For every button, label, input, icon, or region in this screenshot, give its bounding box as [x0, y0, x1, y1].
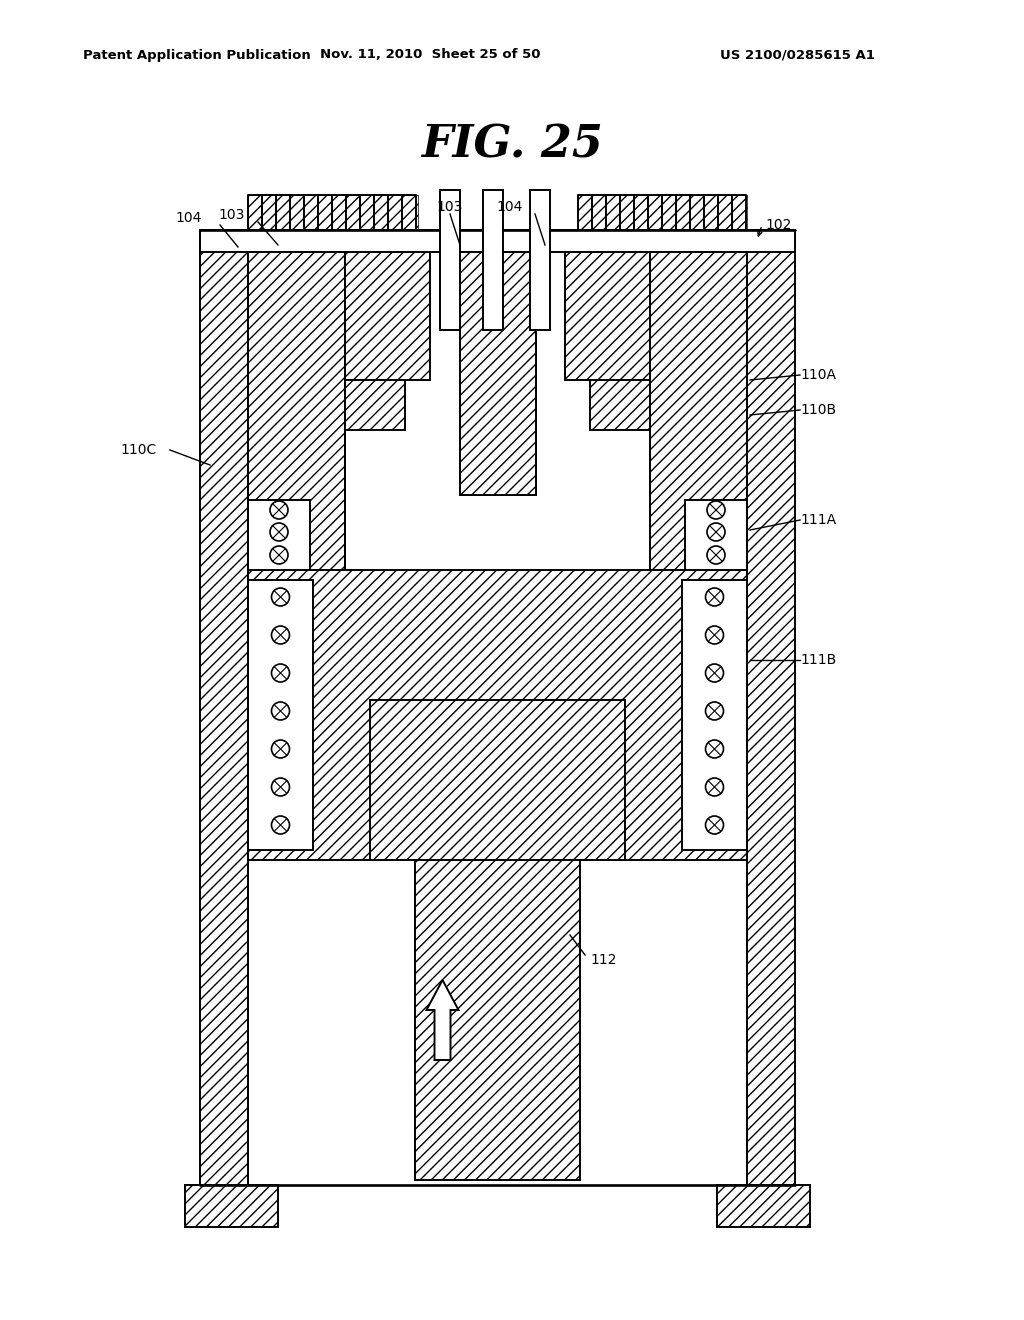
- Circle shape: [706, 626, 724, 644]
- Polygon shape: [248, 579, 313, 850]
- Polygon shape: [439, 190, 460, 330]
- Polygon shape: [200, 230, 795, 252]
- Polygon shape: [248, 252, 345, 570]
- FancyArrow shape: [427, 979, 459, 1060]
- Circle shape: [271, 777, 290, 796]
- Text: 103: 103: [437, 201, 463, 214]
- Circle shape: [706, 702, 724, 719]
- Text: US 2100/0285615 A1: US 2100/0285615 A1: [720, 49, 874, 62]
- Circle shape: [271, 664, 290, 682]
- Circle shape: [706, 777, 724, 796]
- Circle shape: [270, 546, 288, 564]
- Circle shape: [271, 587, 290, 606]
- Polygon shape: [185, 1185, 278, 1228]
- Text: 111A: 111A: [800, 513, 837, 527]
- Text: 110A: 110A: [800, 368, 836, 381]
- Polygon shape: [415, 861, 580, 1180]
- Text: 111B: 111B: [800, 653, 837, 667]
- Circle shape: [271, 626, 290, 644]
- Text: Patent Application Publication: Patent Application Publication: [83, 49, 310, 62]
- Polygon shape: [345, 252, 430, 380]
- Text: 103: 103: [218, 209, 245, 222]
- Polygon shape: [200, 230, 248, 1185]
- Text: FIG. 25: FIG. 25: [421, 124, 603, 166]
- Polygon shape: [370, 700, 625, 861]
- Polygon shape: [345, 380, 406, 430]
- Text: 104: 104: [497, 201, 523, 214]
- Circle shape: [707, 546, 725, 564]
- Circle shape: [706, 816, 724, 834]
- Text: 110C: 110C: [120, 444, 157, 457]
- Polygon shape: [685, 500, 746, 570]
- Circle shape: [271, 741, 290, 758]
- Circle shape: [271, 816, 290, 834]
- Text: 104: 104: [175, 211, 202, 224]
- Polygon shape: [682, 579, 746, 850]
- Circle shape: [270, 523, 288, 541]
- Circle shape: [706, 587, 724, 606]
- Polygon shape: [248, 195, 418, 230]
- Polygon shape: [717, 1185, 810, 1228]
- Circle shape: [706, 741, 724, 758]
- Polygon shape: [248, 500, 310, 570]
- Polygon shape: [650, 252, 746, 570]
- Circle shape: [270, 502, 288, 519]
- Circle shape: [707, 502, 725, 519]
- Polygon shape: [565, 252, 650, 380]
- Text: 102: 102: [765, 218, 792, 232]
- Text: 112: 112: [590, 953, 616, 968]
- Polygon shape: [529, 190, 550, 330]
- Polygon shape: [248, 570, 746, 861]
- Circle shape: [706, 664, 724, 682]
- Circle shape: [707, 523, 725, 541]
- Text: 110B: 110B: [800, 403, 837, 417]
- Polygon shape: [482, 190, 503, 330]
- Text: Nov. 11, 2010  Sheet 25 of 50: Nov. 11, 2010 Sheet 25 of 50: [319, 49, 541, 62]
- Polygon shape: [590, 380, 650, 430]
- Polygon shape: [746, 230, 795, 1185]
- Circle shape: [271, 702, 290, 719]
- Polygon shape: [578, 195, 746, 230]
- Polygon shape: [460, 252, 536, 495]
